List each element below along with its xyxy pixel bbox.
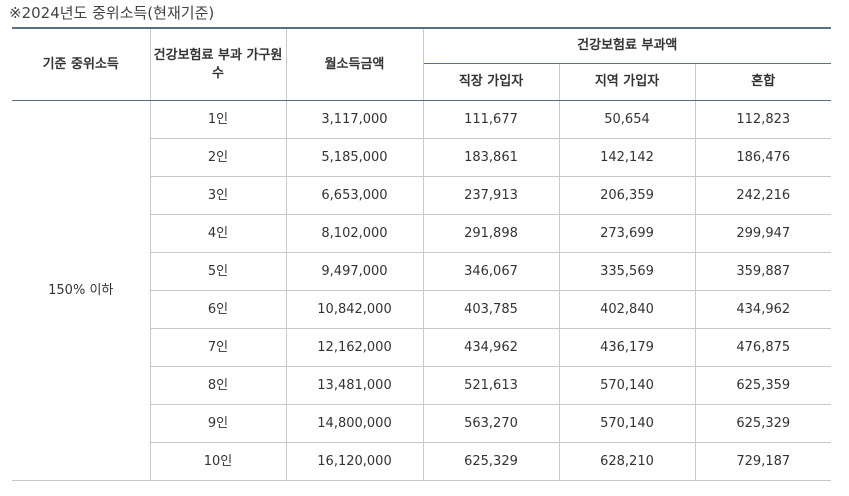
employee-premium-cell: 291,898 xyxy=(422,214,560,253)
header-regional-subscriber: 지역 가입자 xyxy=(558,63,696,101)
regional-premium-cell: 570,140 xyxy=(558,404,696,443)
monthly-income-cell: 3,117,000 xyxy=(285,100,424,139)
mixed-premium-cell: 186,476 xyxy=(694,138,832,177)
household-size-cell: 6인 xyxy=(150,290,287,329)
regional-premium-cell: 335,569 xyxy=(558,252,696,291)
household-size-cell: 10인 xyxy=(150,442,287,481)
household-size-cell: 7인 xyxy=(150,328,287,367)
employee-premium-cell: 521,613 xyxy=(422,366,560,405)
regional-premium-cell: 436,179 xyxy=(558,328,696,367)
employee-premium-cell: 563,270 xyxy=(422,404,560,443)
mixed-premium-cell: 359,887 xyxy=(694,252,832,291)
mixed-premium-cell: 476,875 xyxy=(694,328,832,367)
monthly-income-cell: 14,800,000 xyxy=(285,404,424,443)
table-row: 8인 13,481,000 521,613 570,140 625,359 xyxy=(12,366,832,405)
employee-premium-cell: 111,677 xyxy=(422,100,560,139)
table-row: 150% 이하 1인 3,117,000 111,677 50,654 112,823 xyxy=(12,100,832,481)
regional-premium-cell: 273,699 xyxy=(558,214,696,253)
regional-premium-cell: 50,654 xyxy=(558,100,696,139)
header-household-size: 건강보험료 부과 가구원 수 xyxy=(149,28,287,101)
monthly-income-cell: 9,497,000 xyxy=(285,252,424,291)
header-employee-subscriber: 직장 가입자 xyxy=(423,63,560,101)
monthly-income-cell: 12,162,000 xyxy=(285,328,424,367)
household-size-cell: 4인 xyxy=(150,214,287,253)
mixed-premium-cell: 112,823 xyxy=(694,100,832,139)
table-caption: ※2024년도 중위소득(현재기준) xyxy=(9,4,215,22)
header-mixed: 혼합 xyxy=(694,63,832,101)
household-size-cell: 5인 xyxy=(150,252,287,291)
monthly-income-cell: 16,120,000 xyxy=(285,442,424,481)
employee-premium-cell: 183,861 xyxy=(422,138,560,177)
regional-premium-cell: 628,210 xyxy=(558,442,696,481)
regional-premium-cell: 570,140 xyxy=(558,366,696,405)
mixed-premium-cell: 299,947 xyxy=(694,214,832,253)
regional-premium-cell: 402,840 xyxy=(558,290,696,329)
regional-premium-cell: 206,359 xyxy=(558,176,696,215)
employee-premium-cell: 403,785 xyxy=(422,290,560,329)
mixed-premium-cell: 242,216 xyxy=(694,176,832,215)
table-row: 5인 9,497,000 346,067 335,569 359,887 xyxy=(12,252,832,291)
monthly-income-cell: 13,481,000 xyxy=(285,366,424,405)
employee-premium-cell: 625,329 xyxy=(422,442,560,481)
table-body: 150% 이하 1인 3,117,000 111,677 50,654 112,823 2인… xyxy=(12,100,832,481)
header-premium-group: 건강보험료 부과액 xyxy=(422,28,832,64)
household-size-cell: 3인 xyxy=(150,176,287,215)
mixed-premium-cell: 625,329 xyxy=(694,404,832,443)
household-size-cell: 2인 xyxy=(150,138,287,177)
employee-premium-cell: 434,962 xyxy=(422,328,560,367)
header-monthly-income: 월소득금액 xyxy=(285,28,424,101)
table-row: 9인 14,800,000 563,270 570,140 625,329 xyxy=(12,404,832,443)
household-size-cell: 8인 xyxy=(150,366,287,405)
median-income-table: 기준 중위소득 건강보험료 부과 가구원 수 월소득금액 건강보험료 부과액 직… xyxy=(12,27,832,481)
monthly-income-cell: 8,102,000 xyxy=(285,214,424,253)
household-size-cell: 1인 xyxy=(149,100,287,139)
table-row: 3인 6,653,000 237,913 206,359 242,216 xyxy=(12,176,832,215)
employee-premium-cell: 237,913 xyxy=(422,176,560,215)
mixed-premium-cell: 625,359 xyxy=(694,366,832,405)
employee-premium-cell: 346,067 xyxy=(422,252,560,291)
table-row: 10인 16,120,000 625,329 628,210 729,187 xyxy=(12,442,832,481)
monthly-income-cell: 6,653,000 xyxy=(285,176,424,215)
header-median-income: 기준 중위소득 xyxy=(12,28,151,101)
mixed-premium-cell: 729,187 xyxy=(694,442,832,481)
monthly-income-cell: 5,185,000 xyxy=(285,138,424,177)
table-row: 4인 8,102,000 291,898 273,699 299,947 xyxy=(12,214,832,253)
table-row: 6인 10,842,000 403,785 402,840 434,962 xyxy=(12,290,832,329)
household-size-cell: 9인 xyxy=(150,404,287,443)
monthly-income-cell: 10,842,000 xyxy=(285,290,424,329)
regional-premium-cell: 142,142 xyxy=(558,138,696,177)
income-range-label: 150% 이하 xyxy=(12,100,151,481)
mixed-premium-cell: 434,962 xyxy=(694,290,832,329)
